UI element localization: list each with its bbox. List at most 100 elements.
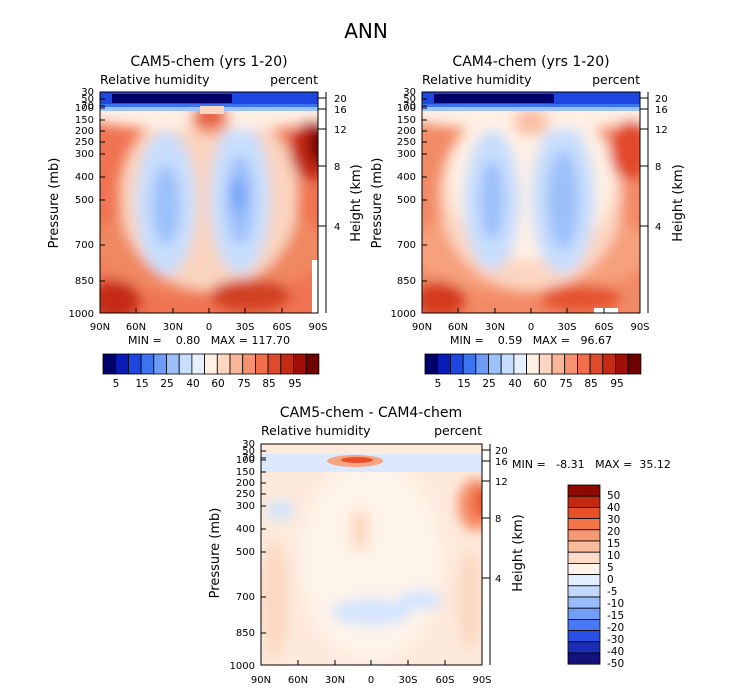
y-tick-label: 500: [75, 195, 94, 206]
y-tick-label: 200: [75, 126, 94, 137]
pressure-axis: 30 50 70 100 150 200 250 300 400 500 700…: [69, 87, 105, 320]
height-axis: 20 16 12 8 4: [318, 92, 347, 313]
x-tick-label: 60N: [288, 675, 308, 686]
colorbar-cam5: 5 15 25 40 60 75 85 95: [102, 353, 320, 390]
colorbar-swatch: [280, 353, 294, 375]
x-tick-label: 90S: [630, 322, 649, 333]
colorbar-swatch: [305, 353, 320, 375]
colorbar-swatches: [424, 353, 642, 375]
height-tick-label: 4: [495, 574, 501, 585]
colorbar-label: 25: [160, 378, 173, 390]
colorbar-label: 75: [559, 378, 572, 390]
y-tick-label: 150: [397, 115, 416, 126]
panel-cam5: CAM5-chem (yrs 1-20) Relative humidity p…: [47, 54, 364, 390]
colorbar-swatch: [462, 353, 477, 375]
y-axis-title: Pressure (mb): [370, 158, 385, 249]
colorbar-label: -10: [607, 598, 624, 610]
colorbar-swatch: [567, 574, 601, 587]
y-tick-label: 70: [403, 101, 416, 112]
units-label: percent: [434, 423, 482, 438]
colorbar-label: 5: [607, 562, 614, 574]
colorbar-swatch: [127, 353, 142, 375]
colorbar-swatch: [567, 518, 601, 531]
height-tick-label: 8: [655, 162, 661, 173]
height-tick-label: 16: [334, 105, 347, 116]
colorbar-label: 10: [607, 550, 620, 562]
colorbar-swatch: [615, 353, 629, 375]
x-tick-label: 90S: [308, 322, 327, 333]
colorbar-label: 95: [610, 378, 623, 390]
x-tick-label: 60S: [272, 322, 291, 333]
colorbar-swatch: [500, 353, 515, 375]
colorbar-swatch: [166, 353, 180, 375]
y-tick-label: 700: [75, 240, 94, 251]
panel-diff: CAM5-chem - CAM4-chem Relative humidity …: [208, 405, 671, 686]
colorbar-swatch: [567, 484, 601, 497]
panel-title: CAM4-chem (yrs 1-20): [452, 54, 609, 70]
colorbar-label: 50: [607, 490, 620, 502]
y-tick-label: 300: [75, 149, 94, 160]
colorbar-swatch: [102, 353, 117, 375]
x-tick-label: 0: [368, 675, 374, 686]
colorbar-label: -30: [607, 634, 624, 646]
colorbar-label: 40: [607, 502, 620, 514]
y-tick-label: 850: [397, 276, 416, 287]
contour-field: [261, 444, 482, 665]
panel-title: CAM5-chem (yrs 1-20): [130, 54, 287, 70]
units-label: percent: [592, 72, 640, 87]
colorbar-label: 20: [607, 526, 620, 538]
height-tick-label: 16: [495, 457, 508, 468]
height-tick-label: 8: [495, 514, 501, 525]
pressure-axis: 30 50 70 100 150 200 250 300 400 500 700…: [230, 439, 266, 672]
colorbar-label: 60: [533, 378, 546, 390]
colorbar-label: -40: [607, 646, 624, 658]
colorbar-swatch: [567, 540, 601, 553]
colorbar-label: 15: [135, 378, 148, 390]
y-tick-label: 50: [242, 446, 255, 457]
colorbar-swatches: [567, 484, 601, 665]
y-tick-label: 30: [403, 87, 416, 98]
y2-axis-title: Height (km): [349, 164, 364, 241]
contour-field: [422, 92, 640, 313]
x-tick-label: 60N: [126, 322, 146, 333]
colorbar-swatch: [564, 353, 578, 375]
colorbar-swatch: [191, 353, 205, 375]
y-tick-label: 30: [81, 87, 94, 98]
colorbar-label: 5: [113, 378, 120, 390]
colorbar-label: 40: [186, 378, 199, 390]
colorbar-label: -5: [607, 586, 617, 598]
colorbar-swatch: [488, 353, 502, 375]
y-tick-label: 400: [75, 172, 94, 183]
x-tick-label: 0: [206, 322, 212, 333]
colorbar-swatch: [293, 353, 307, 375]
colorbar-swatch: [567, 551, 601, 564]
y-tick-label: 100: [75, 103, 94, 114]
colorbar-swatch: [178, 353, 193, 375]
x-tick-label: 30N: [163, 322, 183, 333]
y-tick-label: 150: [236, 467, 255, 478]
colorbar-label: -20: [607, 622, 624, 634]
field-label: Relative humidity: [100, 72, 210, 87]
colorbar-swatch: [567, 619, 601, 632]
y2-axis-title: Height (km): [671, 164, 686, 241]
lat-axis: 90N 60N 30N 0 30S 60S 90S: [251, 660, 492, 686]
colorbar-swatch: [602, 353, 616, 375]
y-tick-label: 1000: [391, 309, 416, 320]
y-axis-title: Pressure (mb): [47, 158, 62, 249]
y2-axis-title: Height (km): [511, 514, 526, 591]
height-axis: 20 16 12 8 4: [640, 92, 668, 313]
colorbar-label: 15: [457, 378, 470, 390]
y-tick-label: 100: [397, 103, 416, 114]
height-tick-label: 20: [334, 94, 347, 105]
colorbar-swatch: [267, 353, 282, 375]
x-tick-label: 60S: [594, 322, 613, 333]
y-tick-label: 1000: [230, 661, 255, 672]
y-tick-label: 850: [75, 276, 94, 287]
colorbar-label: 25: [482, 378, 495, 390]
colorbar-swatch: [567, 630, 601, 643]
field-label: Relative humidity: [422, 72, 532, 87]
colorbar-diff: 50 40 30 20 15 10 5 0 -5 -10 -15 -20 -30…: [567, 484, 624, 670]
height-tick-label: 12: [495, 477, 508, 488]
colorbar-label: 60: [211, 378, 224, 390]
height-tick-label: 12: [655, 125, 668, 136]
